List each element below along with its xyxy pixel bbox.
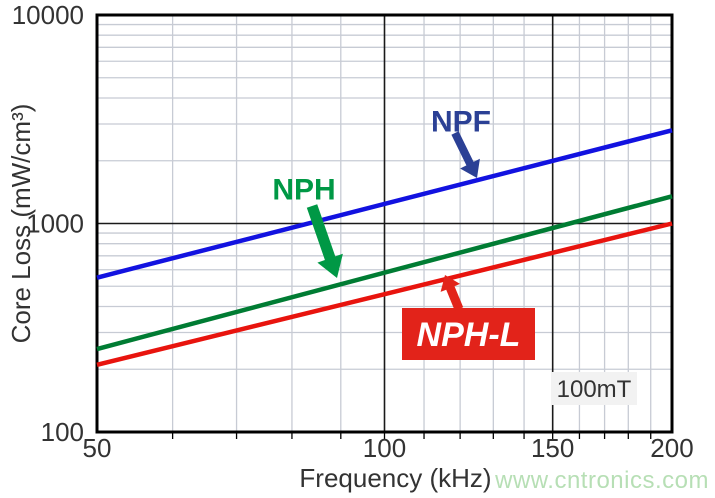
x-tick-label: 100 (363, 433, 406, 463)
series-line-NPH-L (96, 221, 673, 368)
annotation-label-nphl: NPH-L (417, 316, 521, 354)
annotation-box-condition (551, 372, 637, 405)
x-tick-label: 200 (650, 433, 693, 463)
annotation-label-condition: 100mT (557, 376, 632, 403)
annotation-arrow-nph (306, 204, 343, 278)
x-tick-label: 50 (83, 433, 112, 463)
annotation-arrow-npf (451, 131, 480, 178)
series-line-NPH (96, 194, 673, 352)
x-tick-label: 150 (531, 433, 574, 463)
y-tick-label: 1000 (26, 209, 84, 239)
annotation-arrow-nphl (440, 275, 464, 311)
annotation-box-nphl (402, 308, 535, 360)
series-line-NPF (96, 128, 673, 280)
annotation-label-npf: NPF (431, 106, 491, 139)
annotation-label-nph: NPH (272, 174, 335, 207)
y-axis-title: Core Loss (mW/cm³) (6, 104, 36, 344)
watermark: www.cntronics.com (495, 467, 709, 494)
y-tick-label: 100 (41, 417, 84, 447)
x-axis-title: Frequency (kHz) (299, 463, 491, 493)
y-tick-label: 10000 (12, 0, 84, 30)
